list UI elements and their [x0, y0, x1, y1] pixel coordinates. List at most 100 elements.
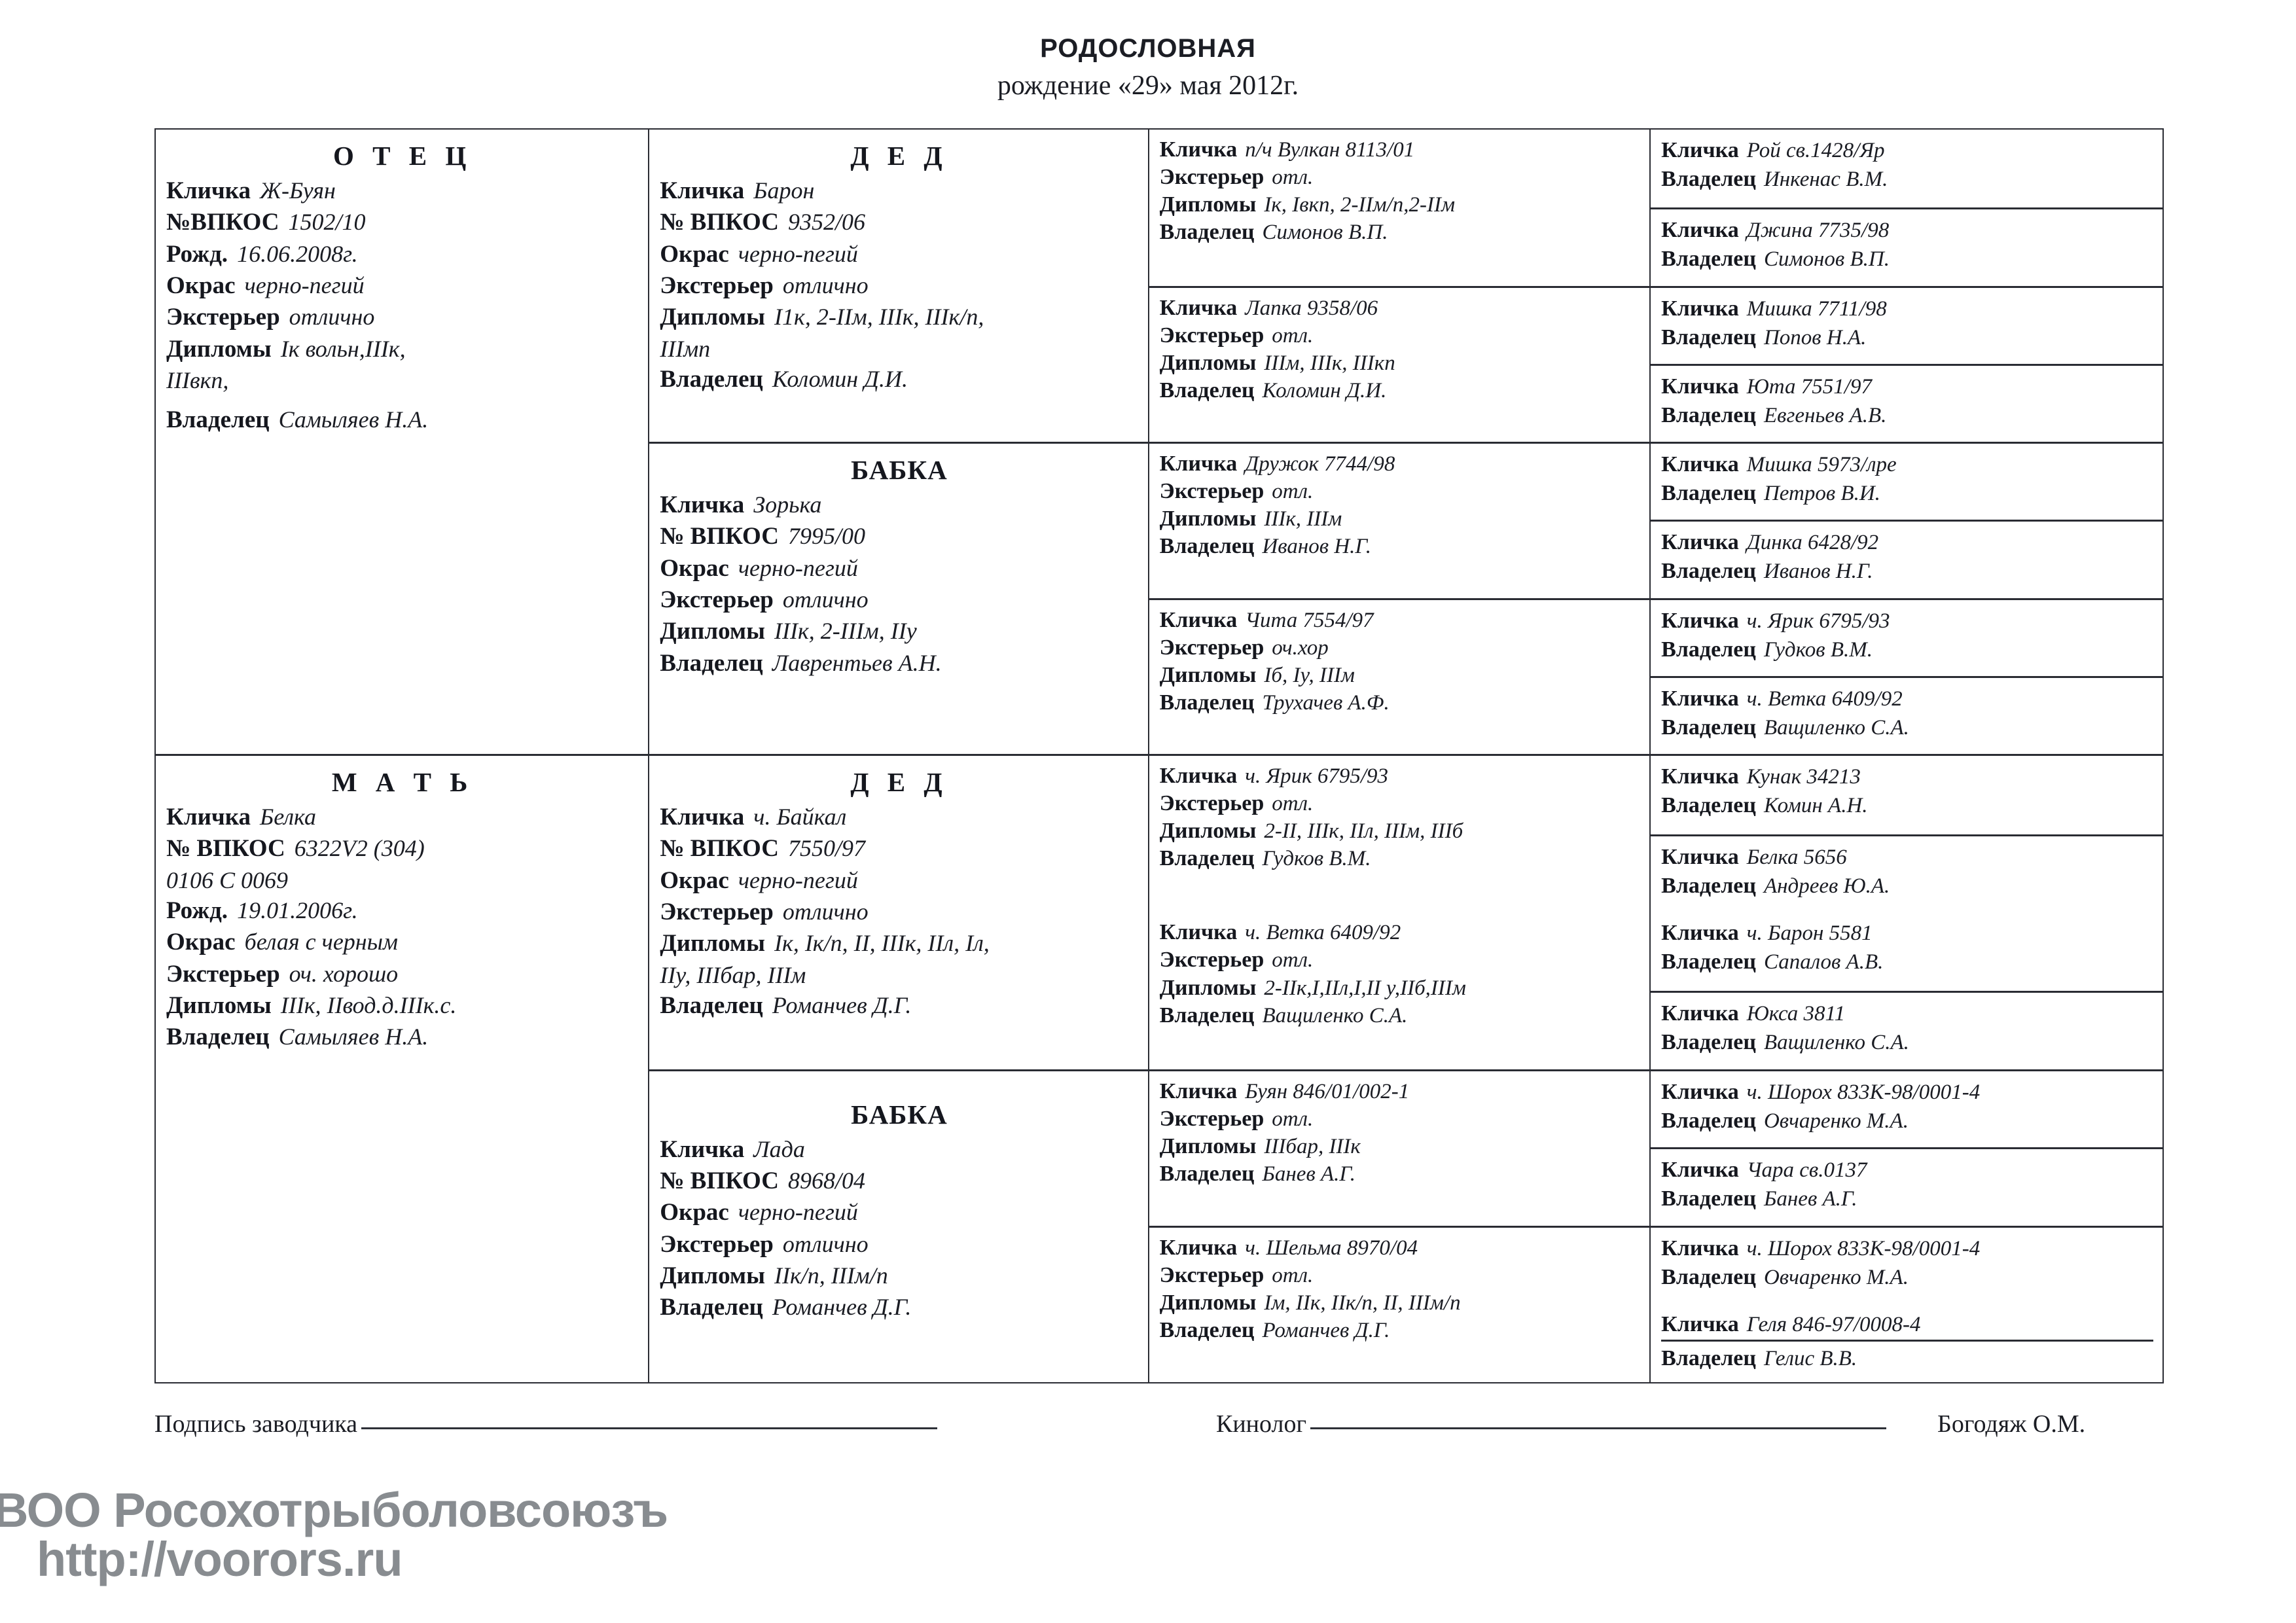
nickname-label: Кличка [1159, 607, 1238, 632]
gp0-color: черно-пегий [738, 240, 858, 267]
gggp8-nickname-row: Кличка Кунак 34213 [1661, 762, 2153, 791]
gp0-color-row: Окрас черно-пегий [660, 239, 1138, 270]
dam-color-row: Окрас белая с черным [166, 927, 639, 957]
diplomas-label: Дипломы [1159, 819, 1257, 844]
gggp15-nickname: Геля 846-97/0008-4 [1746, 1313, 1921, 1337]
gggp1-owner: Симонов В.П. [1763, 247, 1890, 272]
color-label: Окрас [660, 554, 729, 582]
granddam-heading: БАБКА [851, 1099, 948, 1130]
kinolog-signature-field[interactable]: Кинолог [1216, 1410, 1887, 1438]
dam-heading: М А Т Ь [331, 767, 474, 797]
gg-grandparent-card: Кличка Рой св.1428/Яр Владелец Инкенас В… [1651, 130, 2162, 207]
ggp6-diplomas: IIIбар, IIIк [1264, 1134, 1361, 1158]
nickname-label: Кличка [1661, 921, 1739, 946]
ggp7-nickname: ч. Шельма 8970/04 [1245, 1236, 1418, 1260]
gggp6-nickname-row: Кличка ч. Ярик 6795/93 [1661, 607, 2153, 635]
gp3-nickname: Лада [753, 1135, 805, 1162]
column-great-great-grandparents: Кличка Рой св.1428/Яр Владелец Инкенас В… [1651, 130, 2162, 754]
gp3-exterior-row: Экстерьер отлично [660, 1229, 1138, 1260]
ggp5-exterior-row: Экстерьер отл. [1160, 946, 1641, 974]
dam-reg: 6322V2 (304) [294, 835, 425, 862]
gp3-owner: Романчев Д.Г. [772, 1294, 912, 1321]
dam-color: белая с черным [244, 929, 399, 955]
ggp3-nickname: Чита 7554/97 [1245, 608, 1374, 632]
ggp6-nickname: Буян 846/01/002-1 [1245, 1079, 1410, 1103]
diplomas-label: Дипломы [660, 304, 765, 331]
reg-label: № ВПКОС [660, 523, 779, 550]
great-grandparent-card: Кличка п/ч Вулкан 8113/01 Экстерьер отл.… [1149, 130, 1650, 286]
owner-label: Владелец [1159, 220, 1255, 245]
gp2-reg-row: № ВПКОС 7550/97 [660, 833, 1138, 864]
gggp7-nickname: ч. Ветка 6409/92 [1746, 687, 1903, 711]
gggp5-nickname-row: Кличка Динка 6428/92 [1661, 528, 2153, 557]
ggp3-owner-row: Владелец Трухачев А.Ф. [1160, 689, 1641, 717]
kinolog-signature-label: Кинолог [1216, 1410, 1307, 1438]
sire-branch: О Т Е Ц Кличка Ж-Буян №ВПКОС 1502/10 Рож… [156, 130, 2162, 756]
nickname-label: Кличка [1159, 920, 1238, 945]
ggp0-exterior: отл. [1272, 166, 1314, 190]
gp1-nickname: Зорька [753, 491, 822, 518]
gp0-nickname-row: Кличка Барон [660, 175, 1138, 206]
ggp6-owner-row: Владелец Банев А.Г. [1160, 1160, 1641, 1188]
gggp2-owner: Попов Н.А. [1763, 325, 1867, 349]
ggp5-nickname-row: Кличка ч. Ветка 6409/92 [1160, 919, 1641, 946]
owner-label: Владелец [1159, 846, 1255, 871]
gggp0-owner-row: Владелец Инкенас В.М. [1661, 165, 2153, 194]
gggp12-owner: Овчаренко М.А. [1763, 1109, 1909, 1133]
diplomas-label: Дипломы [660, 618, 765, 645]
sire-exterior: отлично [289, 304, 375, 330]
owner-label: Владелец [1159, 534, 1255, 559]
birth-label: Рожд. [166, 240, 228, 268]
gp1-color: черно-пегий [738, 554, 858, 581]
diplomas-label: Дипломы [1159, 507, 1257, 531]
nickname-label: Кличка [166, 804, 251, 830]
gggp12-nickname: ч. Шорох 833К-98/0001-4 [1746, 1080, 1981, 1104]
grandparent-card: Д Е Д Кличка ч. Байкал № ВПКОС 7550/97 О… [649, 756, 1147, 1069]
gp2-exterior: отлично [782, 899, 869, 925]
gg-grandparent-card: Кличка Чара св.0137 Владелец Банев А.Г. [1651, 1147, 2162, 1226]
ggp7-diplomas: Iм, IIк, IIк/п, II, IIIм/п [1264, 1291, 1461, 1315]
nickname-label: Кличка [660, 804, 745, 830]
breeder-signature-line[interactable] [361, 1427, 938, 1429]
dam-reg-cont: 0106 С 0069 [166, 866, 289, 893]
granddam-heading: БАБКА [851, 455, 948, 485]
dam-owner-row: Владелец Самыляев Н.А. [166, 1022, 639, 1052]
diplomas-label: Дипломы [660, 930, 765, 957]
nickname-label: Кличка [660, 1135, 745, 1163]
color-label: Окрас [660, 866, 729, 894]
kinolog-signature-line[interactable] [1310, 1427, 1887, 1429]
breeder-signature-field[interactable]: Подпись заводчика [154, 1410, 938, 1438]
gg-grandparent-card: Кличка Мишка 5973/лре Владелец Петров В.… [1651, 442, 2162, 520]
owner-label: Владелец [1159, 690, 1255, 715]
ggp2-nickname-row: Кличка Дружок 7744/98 [1160, 450, 1641, 478]
sire-nickname-row: Кличка Ж-Буян [166, 175, 639, 206]
gggp4-owner: Петров В.И. [1763, 482, 1880, 506]
gp2-diplomas: Iк, Iк/п, II, IIIк, IIл, Iл, [774, 930, 990, 957]
great-grandparent-card: Кличка Буян 846/01/002-1 Экстерьер отл. … [1149, 1069, 1650, 1226]
column-great-grandparents: Кличка п/ч Вулкан 8113/01 Экстерьер отл.… [1149, 130, 1651, 754]
gp1-color-row: Окрас черно-пегий [660, 553, 1138, 584]
gg-grandparent-card: Кличка Юкса 3811 Владелец Ващиленко С.А. [1651, 990, 2162, 1069]
gggp11-owner: Ващиленко С.А. [1763, 1031, 1909, 1055]
gp1-nickname-row: Кличка Зорька [660, 490, 1138, 520]
ggp3-diplomas: Iб, Iу, IIIм [1264, 663, 1355, 687]
gggp9-owner: Андреев Ю.А. [1763, 874, 1890, 898]
gggp2-nickname: Мишка 7711/98 [1746, 296, 1887, 321]
ggp2-owner-row: Владелец Иванов Н.Г. [1160, 533, 1641, 560]
owner-label: Владелец [1661, 247, 1756, 272]
sire-owner-row: Владелец Самыляев Н.А. [166, 404, 639, 435]
nickname-label: Кличка [1661, 374, 1739, 399]
diplomas-label: Дипломы [166, 335, 272, 363]
gp2-diplomas-cont: IIу, IIIбар, IIIм [660, 961, 806, 988]
ggp1-owner: Коломин Д.И. [1262, 378, 1387, 402]
gggp0-nickname: Рой св.1428/Яр [1746, 139, 1885, 162]
sire-color-row: Окрас черно-пегий [166, 270, 639, 301]
diplomas-label: Дипломы [660, 1262, 765, 1289]
gg-grandparent-card: Кличка ч. Шорох 833К-98/0001-4 Владелец … [1651, 1069, 2162, 1148]
gggp0-nickname-row: Кличка Рой св.1428/Яр [1661, 136, 2153, 165]
dam-nickname-row: Кличка Белка [166, 802, 639, 832]
exterior-label: Экстерьер [1159, 165, 1265, 190]
ggp5-exterior: отл. [1272, 948, 1314, 972]
gp2-reg: 7550/97 [787, 835, 865, 862]
column-grandparents: Д Е Д Кличка Барон № ВПКОС 9352/06 Окрас… [649, 130, 1149, 754]
